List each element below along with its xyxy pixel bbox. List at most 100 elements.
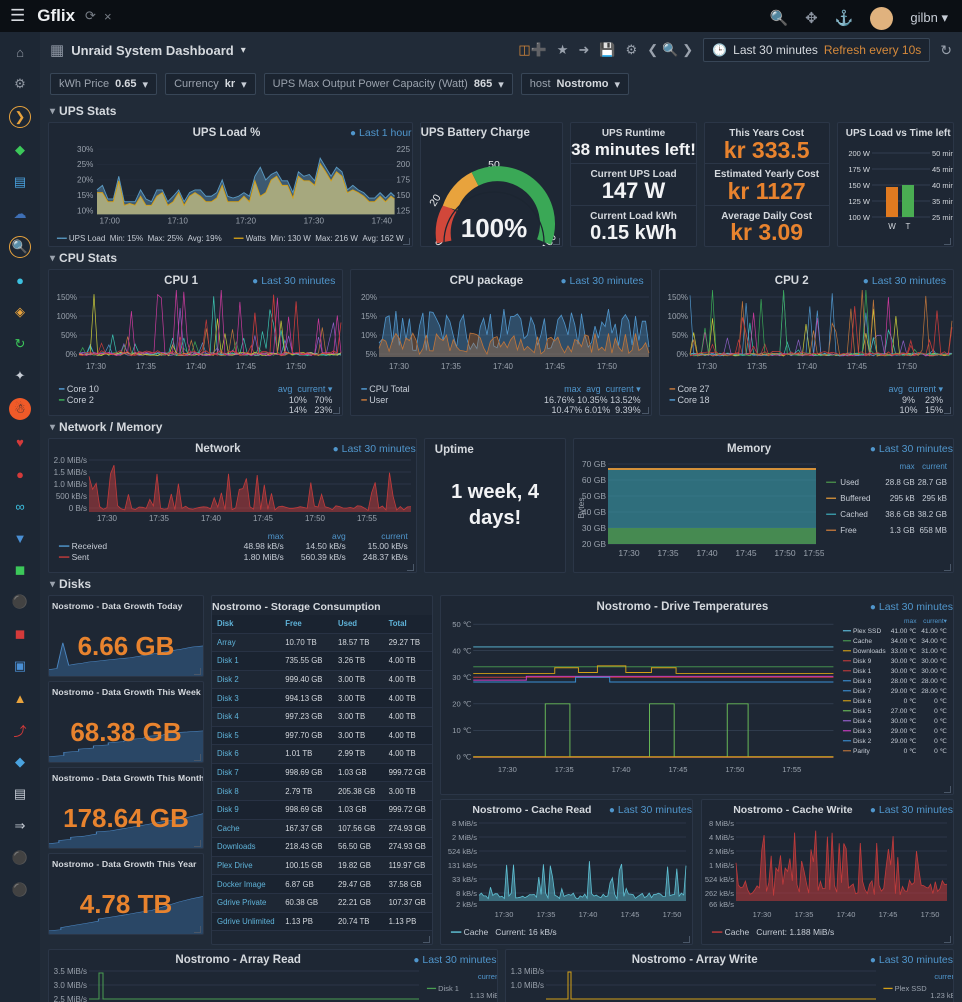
svg-text:50 min: 50 min xyxy=(932,149,954,158)
svg-text:17:00: 17:00 xyxy=(100,216,121,225)
svg-text:17:30: 17:30 xyxy=(697,362,718,371)
svg-text:1.3 MiB/s: 1.3 MiB/s xyxy=(510,967,543,976)
svg-text:175 W: 175 W xyxy=(396,176,412,185)
svg-text:8 kB/s: 8 kB/s xyxy=(456,889,477,898)
svg-text:45 min: 45 min xyxy=(932,165,954,174)
svg-text:2 kB/s: 2 kB/s xyxy=(456,900,477,909)
svg-text:100 W: 100 W xyxy=(848,213,871,222)
svg-text:20 GB: 20 GB xyxy=(582,539,606,549)
svg-text:20: 20 xyxy=(427,192,443,208)
svg-text:17:50: 17:50 xyxy=(775,548,797,558)
svg-text:17:30: 17:30 xyxy=(304,216,325,225)
svg-text:17:30: 17:30 xyxy=(97,514,118,523)
svg-text:17:45: 17:45 xyxy=(736,548,758,558)
svg-text:150%: 150% xyxy=(57,293,77,302)
svg-text:60 GB: 60 GB xyxy=(582,475,606,485)
svg-text:17:30: 17:30 xyxy=(86,362,107,371)
svg-text:17:30: 17:30 xyxy=(753,910,772,919)
svg-text:125 W: 125 W xyxy=(396,206,412,215)
svg-text:17:20: 17:20 xyxy=(236,216,257,225)
svg-text:17:30: 17:30 xyxy=(389,362,410,371)
svg-text:17:40: 17:40 xyxy=(612,765,631,774)
svg-text:17:30: 17:30 xyxy=(495,910,514,919)
svg-text:30 ℃: 30 ℃ xyxy=(452,673,472,682)
svg-text:131 kB/s: 131 kB/s xyxy=(448,861,477,870)
svg-text:17:50: 17:50 xyxy=(286,362,307,371)
svg-text:17:35: 17:35 xyxy=(747,362,768,371)
svg-text:17:55: 17:55 xyxy=(357,514,378,523)
svg-text:35 min: 35 min xyxy=(932,197,954,206)
svg-text:262 kB/s: 262 kB/s xyxy=(705,889,734,898)
svg-text:17:50: 17:50 xyxy=(897,362,918,371)
svg-text:40 ℃: 40 ℃ xyxy=(452,647,472,656)
svg-text:2.5 MiB/s: 2.5 MiB/s xyxy=(54,995,87,1002)
svg-text:8 MiB/s: 8 MiB/s xyxy=(709,819,734,828)
svg-text:17:50: 17:50 xyxy=(663,910,682,919)
svg-text:25%: 25% xyxy=(77,160,93,169)
svg-text:W: W xyxy=(888,222,896,231)
svg-text:17:30: 17:30 xyxy=(619,548,641,558)
svg-text:15%: 15% xyxy=(361,312,377,321)
svg-text:50 ℃: 50 ℃ xyxy=(452,620,472,629)
svg-text:17:45: 17:45 xyxy=(668,765,687,774)
svg-text:524 kB/s: 524 kB/s xyxy=(448,847,477,856)
svg-text:30 GB: 30 GB xyxy=(582,523,606,533)
svg-text:17:45: 17:45 xyxy=(621,910,640,919)
svg-text:17:40: 17:40 xyxy=(201,514,222,523)
svg-text:17:35: 17:35 xyxy=(149,514,170,523)
svg-text:150 W: 150 W xyxy=(396,191,412,200)
svg-text:17:50: 17:50 xyxy=(597,362,618,371)
svg-text:4 MiB/s: 4 MiB/s xyxy=(709,833,734,842)
svg-text:50%: 50% xyxy=(61,331,77,340)
svg-text:17:45: 17:45 xyxy=(236,362,257,371)
svg-text:66 kB/s: 66 kB/s xyxy=(709,900,734,909)
svg-text:33 kB/s: 33 kB/s xyxy=(452,875,477,884)
svg-text:17:40: 17:40 xyxy=(186,362,207,371)
svg-text:3.5 MiB/s: 3.5 MiB/s xyxy=(54,967,87,976)
svg-text:17:35: 17:35 xyxy=(441,362,462,371)
svg-text:T: T xyxy=(905,222,910,231)
svg-text:17:50: 17:50 xyxy=(305,514,326,523)
svg-text:200 W: 200 W xyxy=(396,160,412,169)
svg-text:175 W: 175 W xyxy=(848,165,871,174)
svg-text:0 ℃: 0 ℃ xyxy=(456,753,471,762)
svg-text:150%: 150% xyxy=(667,293,687,302)
svg-text:8 MiB/s: 8 MiB/s xyxy=(452,819,477,828)
svg-text:50%: 50% xyxy=(672,331,688,340)
svg-text:17:45: 17:45 xyxy=(545,362,566,371)
svg-text:17:35: 17:35 xyxy=(658,548,680,558)
svg-text:17:40: 17:40 xyxy=(493,362,514,371)
svg-text:17:45: 17:45 xyxy=(847,362,868,371)
svg-text:125 W: 125 W xyxy=(848,197,871,206)
svg-text:3.0 MiB/s: 3.0 MiB/s xyxy=(54,981,87,990)
svg-text:0 B/s: 0 B/s xyxy=(69,504,87,513)
svg-text:17:35: 17:35 xyxy=(555,765,574,774)
svg-text:1.0 MiB/s: 1.0 MiB/s xyxy=(54,480,87,489)
svg-text:0%: 0% xyxy=(676,350,688,359)
svg-text:5%: 5% xyxy=(366,350,378,359)
svg-text:25 min: 25 min xyxy=(932,213,954,222)
svg-text:0%: 0% xyxy=(65,350,77,359)
svg-text:20 ℃: 20 ℃ xyxy=(452,700,472,709)
svg-text:17:35: 17:35 xyxy=(136,362,157,371)
svg-text:1.0 MiB/s: 1.0 MiB/s xyxy=(510,981,543,990)
svg-text:1 MiB/s: 1 MiB/s xyxy=(709,861,734,870)
svg-text:17:40: 17:40 xyxy=(579,910,598,919)
svg-text:40 min: 40 min xyxy=(932,181,954,190)
svg-text:17:35: 17:35 xyxy=(795,910,814,919)
svg-text:17:40: 17:40 xyxy=(797,362,818,371)
svg-text:17:50: 17:50 xyxy=(921,910,940,919)
svg-text:Bytes: Bytes xyxy=(576,497,586,518)
svg-text:10%: 10% xyxy=(77,206,93,215)
svg-text:17:30: 17:30 xyxy=(498,765,517,774)
svg-text:524 kB/s: 524 kB/s xyxy=(705,875,734,884)
svg-text:225 W: 225 W xyxy=(396,145,412,154)
svg-text:17:50: 17:50 xyxy=(725,765,744,774)
svg-text:17:45: 17:45 xyxy=(879,910,898,919)
svg-text:1.5 MiB/s: 1.5 MiB/s xyxy=(54,468,87,477)
svg-text:10 ℃: 10 ℃ xyxy=(452,726,472,735)
svg-text:70 GB: 70 GB xyxy=(582,459,606,469)
svg-text:100%: 100% xyxy=(667,312,687,321)
svg-text:17:35: 17:35 xyxy=(537,910,556,919)
svg-text:15%: 15% xyxy=(77,191,93,200)
